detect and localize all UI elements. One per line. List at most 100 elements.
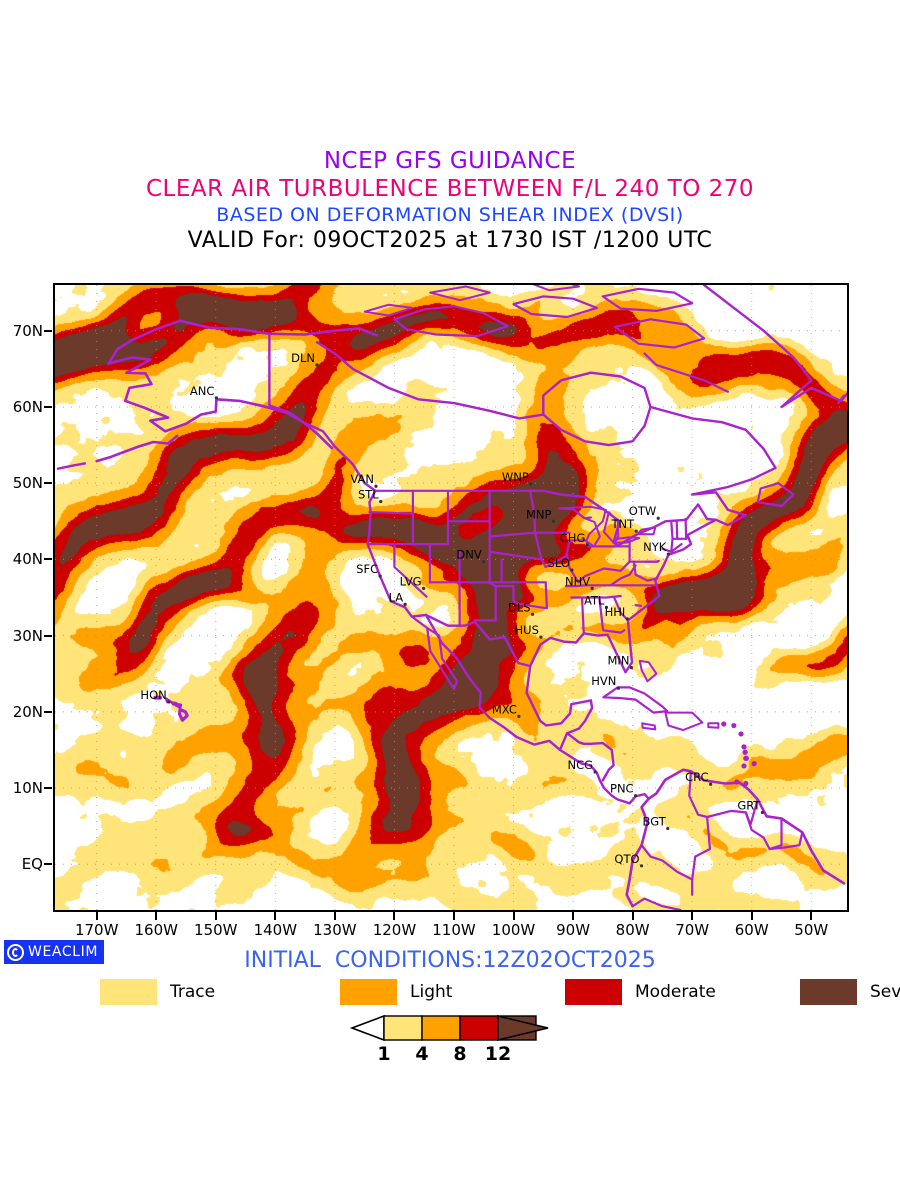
legend-item: Moderate [565, 978, 716, 1006]
station-label: CHG [560, 531, 586, 545]
map-boundary-path [544, 581, 548, 610]
station-label: TNT [611, 517, 636, 531]
station-marker [593, 770, 597, 774]
lon-tick-mark [214, 912, 217, 920]
island-marker [741, 744, 747, 750]
map-boundary-path [363, 303, 414, 317]
station-marker [379, 499, 383, 504]
station-marker [616, 686, 620, 690]
lon-tick-label: 170W [74, 921, 119, 939]
station-label: ATL [584, 593, 605, 607]
map-plot-area[interactable]: ANC DLN VAN STL WNP MNP CHG OTW TNT NYK SLO DNV SFC L… [53, 283, 849, 912]
station-label: NHV [565, 574, 590, 588]
map-boundary-path [613, 596, 629, 621]
station-marker [590, 586, 594, 590]
weaclim-logo: WEACLIM [4, 940, 105, 964]
map-boundary-path [612, 536, 641, 544]
chart-basis-label: BASED ON DEFORMATION SHEAR INDEX (DVSI) [216, 204, 684, 226]
map-boundary-path [177, 707, 189, 722]
chart-subtitle: CLEAR AIR TURBULENCE BETWEEN F/L 240 TO … [145, 176, 755, 202]
colorbar: 1 4 8 12 [342, 1013, 562, 1065]
island-marker [731, 722, 737, 729]
lon-tick-label: 70W [675, 921, 710, 939]
lon-tick-label: 140W [253, 921, 298, 939]
map-boundary-path [768, 831, 804, 851]
colorbar-tick-label: 8 [453, 1043, 467, 1065]
station-label: HUS [515, 623, 539, 637]
map-canvas-wrapper: ANC DLN VAN STL WNP MNP CHG OTW TNT NYK SLO DNV SFC L… [55, 285, 847, 910]
weaclim-logo-text: WEACLIM [28, 944, 99, 960]
station-marker [585, 543, 589, 547]
map-boundary-path [268, 404, 337, 448]
lat-tick-mark [44, 787, 52, 790]
colorbar-tick-label: 4 [415, 1043, 429, 1065]
colorbar-graphic [349, 1014, 549, 1042]
station-label: LA [389, 590, 404, 604]
colorbar-segment [459, 1015, 499, 1041]
lon-tick-mark [750, 912, 753, 920]
map-boundary-path [601, 287, 694, 312]
map-boundary-path [174, 702, 183, 709]
station-label: PNC [610, 782, 634, 796]
station-marker [629, 666, 634, 670]
station-marker [666, 826, 670, 831]
lon-tick-mark [95, 912, 98, 920]
lat-tick-label: 70N [12, 321, 43, 340]
station-label: DLN [291, 351, 315, 365]
turbulence-field-canvas [55, 285, 847, 910]
lon-tick-mark [393, 912, 396, 920]
station-label: CRC [685, 770, 708, 784]
map-boundary-path [366, 489, 718, 674]
map-boundary-path [664, 711, 704, 732]
lon-tick-mark [333, 912, 336, 920]
station-label: SLO [548, 556, 570, 570]
map-boundary-path [544, 554, 580, 584]
severity-legend: Trace Light Moderate Severe [60, 978, 900, 1006]
station-marker [656, 516, 660, 520]
map-boundary-path [473, 585, 497, 622]
map-boundary-path [636, 526, 657, 536]
legend-label: Severe [870, 982, 900, 1002]
map-boundary-path [647, 768, 846, 885]
lat-tick-label: 40N [12, 550, 43, 569]
map-boundary-path [609, 564, 637, 587]
map-boundary-path [488, 581, 497, 588]
lat-tick-label: 20N [12, 702, 43, 721]
lat-tick-label: EQ [21, 855, 43, 874]
station-label: DNV [456, 548, 481, 562]
map-boundary-path [643, 352, 729, 393]
map-boundary-path [560, 505, 607, 548]
lon-tick-label: 110W [432, 921, 476, 939]
station-label: HHI [605, 605, 626, 619]
island-marker [751, 761, 757, 767]
legend-label: Trace [170, 982, 216, 1002]
map-boundary-path [641, 722, 657, 731]
island-marker [743, 755, 749, 761]
station-label: MXC [492, 702, 517, 716]
station-marker [167, 700, 171, 704]
lat-tick-mark [44, 405, 52, 408]
map-boundary-path [368, 511, 414, 515]
map-boundary-path [393, 543, 428, 598]
lat-tick-mark [44, 863, 52, 866]
lat-tick-label: 60N [12, 397, 43, 416]
station-label: BGT [643, 814, 667, 828]
station-label: MNP [526, 507, 552, 521]
lon-tick-mark [274, 912, 277, 920]
map-boundary-path [744, 811, 783, 851]
chart-valid-time: VALID For: 09OCT2025 at 1730 IST /1200 U… [187, 228, 713, 253]
island-marker [721, 721, 727, 727]
map-boundary-path [577, 553, 631, 584]
map-boundary-path [602, 686, 669, 714]
lat-tick-mark [44, 558, 52, 561]
page-title: NCEP GFS GUIDANCE [323, 148, 577, 174]
station-label: LVG [400, 574, 422, 588]
map-boundary-path [494, 585, 548, 610]
station-label: OTW [629, 504, 656, 518]
map-boundary-path [429, 285, 491, 302]
map-boundary-path [107, 356, 334, 450]
chart-title-block: NCEP GFS GUIDANCE CLEAR AIR TURBULENCE B… [0, 148, 900, 253]
lat-tick-label: 50N [12, 474, 43, 493]
station-marker [517, 714, 521, 719]
